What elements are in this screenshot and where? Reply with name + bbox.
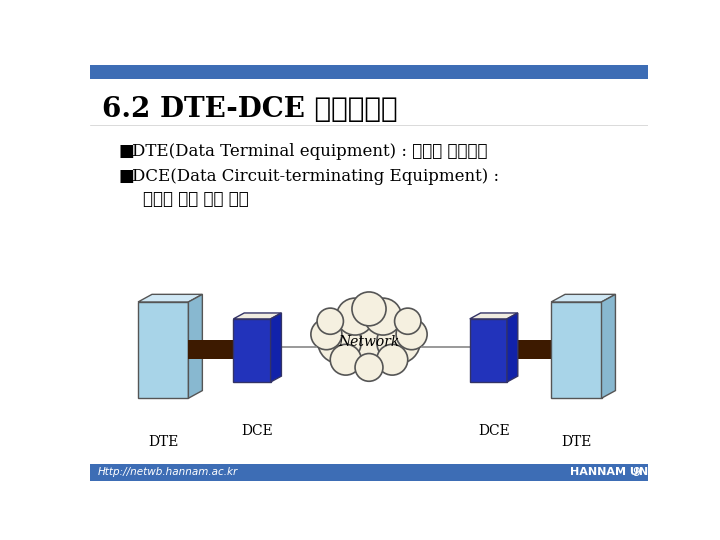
Circle shape	[317, 308, 343, 334]
Polygon shape	[189, 340, 233, 359]
Polygon shape	[138, 294, 202, 302]
Polygon shape	[601, 294, 616, 398]
Text: DCE: DCE	[478, 423, 510, 437]
Text: DTE: DTE	[148, 435, 179, 449]
Circle shape	[364, 298, 402, 335]
Text: HANNAM UNIVERSITY: HANNAM UNIVERSITY	[570, 467, 705, 477]
Text: DTE: DTE	[561, 435, 592, 449]
Polygon shape	[507, 313, 518, 382]
Polygon shape	[189, 294, 202, 398]
Polygon shape	[469, 313, 518, 319]
Text: Http://netwb.hannam.ac.kr: Http://netwb.hannam.ac.kr	[98, 467, 238, 477]
Text: 6.2 DTE-DCE 인터페이스: 6.2 DTE-DCE 인터페이스	[102, 96, 397, 123]
Text: ■: ■	[120, 143, 140, 159]
Polygon shape	[551, 302, 601, 398]
Polygon shape	[518, 340, 551, 359]
Circle shape	[395, 308, 421, 334]
Circle shape	[377, 345, 408, 375]
Circle shape	[342, 311, 396, 365]
Circle shape	[336, 298, 374, 335]
Text: 9: 9	[632, 465, 640, 478]
Circle shape	[377, 320, 420, 363]
Text: DCE(Data Circuit-terminating Equipment) :: DCE(Data Circuit-terminating Equipment) …	[132, 168, 499, 185]
Polygon shape	[551, 294, 616, 302]
Circle shape	[396, 319, 427, 350]
Circle shape	[318, 320, 361, 363]
Text: DCE: DCE	[241, 423, 274, 437]
Circle shape	[352, 292, 386, 326]
Circle shape	[355, 354, 383, 381]
Text: Network: Network	[338, 335, 400, 349]
Polygon shape	[271, 313, 282, 382]
Polygon shape	[469, 319, 507, 382]
Polygon shape	[233, 319, 271, 382]
Polygon shape	[233, 313, 282, 319]
Text: DTE(Data Terminal equipment) : 데이터 단말장치: DTE(Data Terminal equipment) : 데이터 단말장치	[132, 143, 487, 159]
Text: 데이터 처리 종단 장치: 데이터 처리 종단 장치	[143, 191, 248, 208]
Polygon shape	[138, 302, 189, 398]
Circle shape	[330, 345, 361, 375]
Circle shape	[311, 319, 342, 350]
Bar	[90, 65, 648, 79]
Bar	[90, 464, 648, 481]
Text: ■: ■	[120, 168, 140, 185]
